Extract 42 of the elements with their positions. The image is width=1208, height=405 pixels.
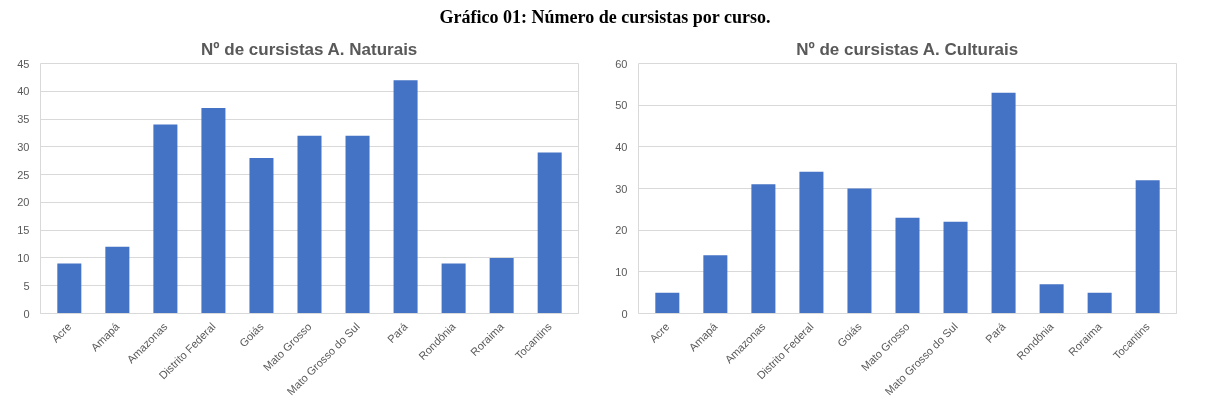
y-tick-label: 10 (17, 251, 30, 264)
bar (703, 255, 728, 314)
bar (537, 152, 562, 314)
chart-title: Nº de cursistas A. Culturais (796, 39, 1019, 59)
bar (249, 157, 274, 314)
y-tick-label: 20 (615, 224, 628, 237)
y-tick-label: 25 (17, 168, 30, 181)
y-tick-label: 5 (23, 279, 30, 292)
bar (297, 135, 322, 314)
y-tick-label: 10 (615, 265, 628, 278)
y-tick-label: 0 (621, 307, 628, 320)
y-tick-label: 0 (23, 307, 30, 320)
bar (655, 292, 680, 314)
y-tick-label: 40 (17, 85, 30, 98)
bar (153, 124, 178, 314)
y-tick-label: 60 (615, 57, 628, 70)
bar (847, 188, 872, 314)
y-tick-label: 30 (17, 140, 30, 153)
bar (57, 263, 82, 314)
bar (393, 80, 418, 314)
bar (751, 184, 776, 314)
bar (489, 257, 514, 314)
bar (991, 92, 1016, 314)
y-tick-label: 20 (17, 196, 30, 209)
bar (345, 135, 370, 314)
y-tick-label: 15 (17, 224, 30, 237)
y-tick-label: 35 (17, 113, 30, 126)
bar (799, 171, 824, 314)
text: Gráfico 01: Número de cursistas por curso. (438, 6, 772, 29)
bar (201, 107, 226, 314)
bar (105, 246, 130, 314)
chart-title: Nº de cursistas A. Naturais (201, 39, 418, 59)
y-tick-label: 40 (615, 140, 628, 153)
bar (1135, 180, 1160, 314)
bar (895, 217, 920, 314)
bar (943, 221, 968, 314)
bar (1087, 292, 1112, 314)
y-tick-label: 50 (615, 99, 628, 112)
y-tick-label: 45 (17, 57, 30, 70)
bar (1039, 284, 1064, 314)
bar (441, 263, 466, 314)
y-tick-label: 30 (615, 182, 628, 195)
